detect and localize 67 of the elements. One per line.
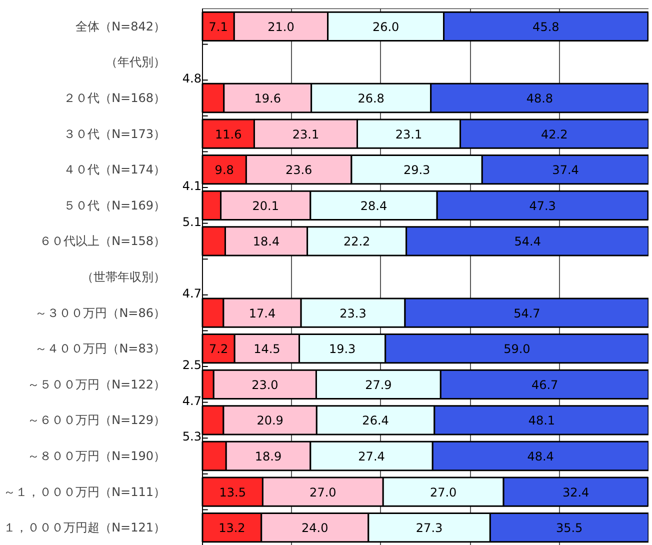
data-label: 23.6 xyxy=(285,163,312,178)
data-label: 28.4 xyxy=(360,198,388,213)
data-label: 4.7 xyxy=(182,286,202,300)
data-label: 27.4 xyxy=(358,450,385,464)
data-label: 26.8 xyxy=(358,92,384,106)
y-tick-label: ～５００万円（N=122） xyxy=(28,377,166,392)
data-label: 14.5 xyxy=(254,342,280,356)
data-label: 20.1 xyxy=(252,198,279,213)
data-label: 47.3 xyxy=(529,198,556,213)
data-label: 23.3 xyxy=(340,306,366,320)
y-tick-label: １，０００万円超（N=121） xyxy=(4,520,166,535)
data-label: 26.4 xyxy=(362,414,389,428)
data-label: 4.1 xyxy=(182,179,202,194)
data-label: 54.7 xyxy=(514,306,540,320)
data-label: 19.3 xyxy=(328,342,356,356)
y-tick-label: ～１，０００万円（N=111） xyxy=(4,484,166,499)
data-label: 32.4 xyxy=(562,485,590,500)
data-label: 27.0 xyxy=(310,485,336,500)
data-label: 20.9 xyxy=(256,414,284,428)
data-label: 21.0 xyxy=(268,20,294,34)
data-label: 48.4 xyxy=(527,450,554,464)
data-label: 35.5 xyxy=(556,521,583,536)
y-tick-label: ２０代（N=168） xyxy=(64,91,166,105)
data-label: 46.7 xyxy=(531,378,558,392)
data-label: 5.1 xyxy=(182,214,202,229)
data-label: 24.0 xyxy=(302,521,328,536)
data-label: 17.4 xyxy=(248,306,276,320)
data-label: 7.2 xyxy=(209,342,228,356)
data-label: 27.0 xyxy=(430,485,457,500)
data-label: 27.9 xyxy=(365,378,392,392)
data-label: 48.1 xyxy=(528,414,556,428)
data-label: 59.0 xyxy=(504,342,530,356)
data-label: 4.8 xyxy=(182,72,202,86)
y-tick-label: 全体（N=842） xyxy=(76,19,166,34)
y-tick-label: ５０代（N=169） xyxy=(64,198,166,212)
y-tick-label: （年代別） xyxy=(106,55,166,70)
data-label: 29.3 xyxy=(403,163,430,178)
data-label: 23.1 xyxy=(292,127,320,142)
y-tick-label: ～４００万円（N=83） xyxy=(35,342,166,356)
y-tick-label: ６０代以上（N=158） xyxy=(40,234,166,248)
y-tick-label: ～３００万円（N=86） xyxy=(35,306,166,320)
data-label: 45.8 xyxy=(532,20,560,34)
data-label: 48.8 xyxy=(526,92,554,106)
data-label: 9.8 xyxy=(214,163,234,178)
data-label: 2.5 xyxy=(182,358,202,372)
data-label: 27.3 xyxy=(416,521,443,536)
y-tick-label: ３０代（N=173） xyxy=(64,126,166,141)
data-label: 7.1 xyxy=(208,20,228,34)
data-label: 13.5 xyxy=(219,485,246,500)
data-label: 23.0 xyxy=(252,378,278,392)
data-label: 37.4 xyxy=(552,163,579,178)
data-label: 13.2 xyxy=(218,521,246,536)
data-label: 4.7 xyxy=(182,394,202,408)
data-label: 26.0 xyxy=(372,20,400,34)
data-label: 19.6 xyxy=(254,92,281,106)
y-tick-label: ４０代（N=174） xyxy=(64,162,166,177)
data-label: 22.2 xyxy=(343,234,370,249)
y-tick-label: （世帯年収別） xyxy=(82,270,166,284)
data-label: 18.9 xyxy=(254,450,282,464)
data-label: 54.4 xyxy=(514,234,541,249)
data-label: 42.2 xyxy=(541,127,568,142)
y-tick-label: ～８００万円（N=190） xyxy=(28,449,166,463)
data-label: 23.1 xyxy=(395,127,422,142)
data-label: 18.4 xyxy=(252,234,280,249)
data-label: 11.6 xyxy=(215,127,242,142)
data-label: 5.3 xyxy=(182,430,202,444)
y-tick-label: ～６００万円（N=129） xyxy=(28,413,166,428)
